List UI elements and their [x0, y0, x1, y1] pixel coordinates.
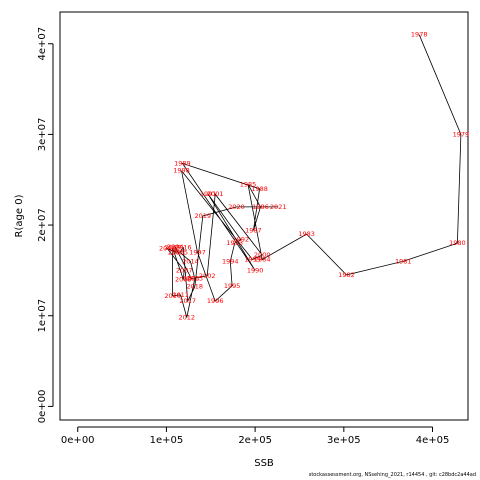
year-label: 1981: [395, 257, 412, 265]
x-tick-label: 1e+05: [150, 435, 184, 446]
plot-box: [59, 11, 469, 421]
y-axis-title: R(age 0): [14, 194, 25, 237]
year-label: 1997: [189, 248, 206, 256]
year-label: 1996: [207, 297, 224, 305]
year-label: 2019: [195, 212, 212, 220]
y-tick-label: 3e+07: [37, 118, 48, 152]
x-tick-label: 3e+05: [327, 435, 361, 446]
year-label: 2005: [168, 248, 185, 256]
year-label: 1993: [226, 239, 243, 247]
year-label: 1983: [298, 230, 315, 238]
year-label: 1990: [247, 266, 264, 274]
year-label: 1995: [224, 282, 241, 290]
year-label: 2009: [164, 244, 181, 252]
year-label: 2013: [187, 275, 204, 283]
year-label: 2020: [228, 203, 245, 211]
year-label: 1984: [254, 256, 271, 264]
y-axis: 0e+00 1e+07 2e+07 3e+07 4e+07: [37, 27, 54, 424]
x-tick-label: 0e+00: [61, 435, 95, 446]
year-label: 2008: [175, 276, 192, 284]
x-tick-label: 2e+05: [238, 435, 272, 446]
year-label: 1987: [245, 227, 262, 235]
year-label: 2001: [207, 190, 224, 198]
year-label: 2002: [199, 272, 216, 280]
year-label: 1985: [240, 180, 257, 188]
year-label: 2007: [176, 266, 193, 274]
year-label: 2003: [183, 275, 200, 283]
y-tick-label: 1e+07: [37, 299, 48, 333]
year-label: 1980: [449, 239, 466, 247]
year-label: 2012: [179, 314, 196, 322]
year-label: 2017: [179, 297, 196, 305]
x-axis: 0e+00 1e+05 2e+05 3e+05 4e+05: [61, 426, 450, 446]
year-label: 2000: [254, 251, 271, 259]
year-label: 2016: [175, 244, 192, 252]
year-label: 1989: [174, 159, 191, 167]
y-tick-label: 0e+00: [37, 390, 48, 424]
year-label: 2014: [182, 257, 199, 265]
y-tick-label: 4e+07: [37, 27, 48, 61]
year-label: 2021: [270, 203, 287, 211]
year-label: 2006: [159, 245, 176, 253]
year-label: 1992: [233, 236, 250, 244]
year-label: 1994: [222, 257, 239, 265]
footer-credit: stockassessment.org, NSsehing_2021, r144…: [308, 472, 476, 478]
year-label: 1978: [411, 31, 428, 39]
year-label: 1991: [200, 190, 217, 198]
year-label: 2015: [171, 248, 188, 256]
year-label: 2011: [172, 291, 189, 299]
year-label: 1999: [244, 256, 261, 264]
x-axis-title: SSB: [254, 458, 274, 469]
year-label: 2004: [167, 243, 184, 251]
sr-trajectory-line: [166, 34, 462, 318]
year-label: 1979: [453, 130, 470, 138]
year-label: 2010: [164, 292, 181, 300]
year-label: 2018: [187, 283, 204, 291]
year-label: 1986: [252, 203, 269, 211]
year-label: 1998: [173, 167, 190, 175]
year-label: 1988: [251, 185, 268, 193]
year-labels: 1978 1979 1980 1981 1982 1983 1984 1985 1986 1987…: [159, 31, 469, 322]
year-label: 1982: [338, 271, 355, 279]
y-tick-label: 2e+07: [37, 208, 48, 242]
x-tick-label: 4e+05: [416, 435, 450, 446]
